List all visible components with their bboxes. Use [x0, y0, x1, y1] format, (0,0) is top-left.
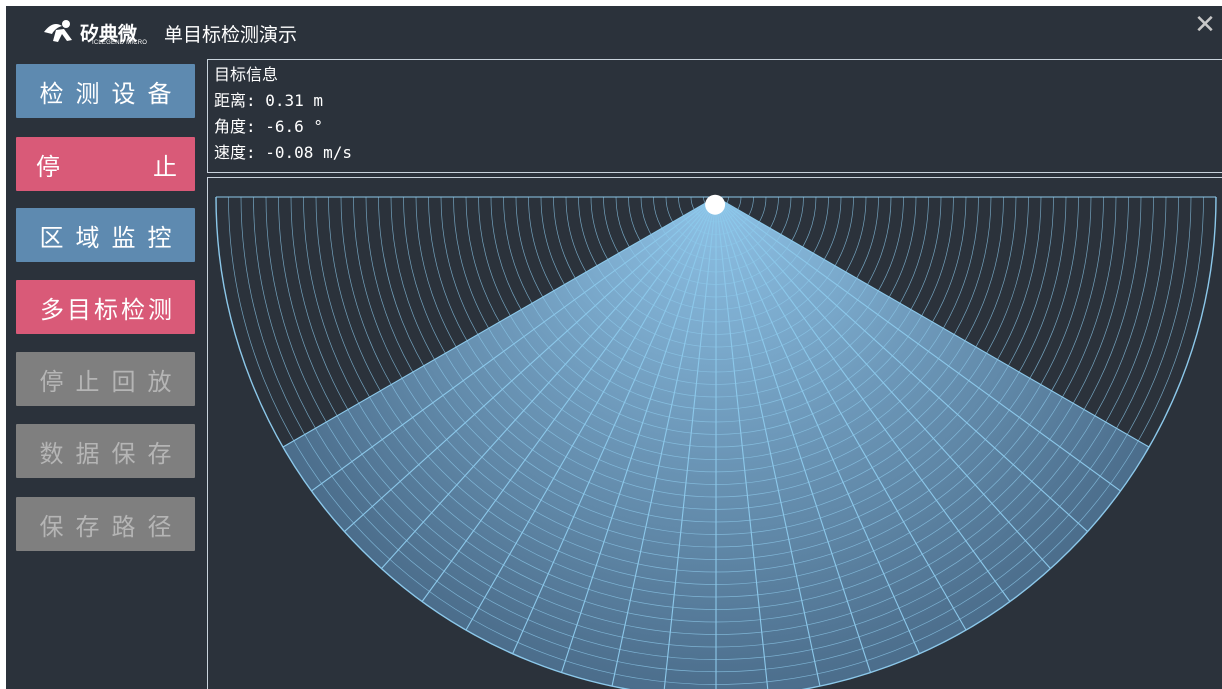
radar-angle-line	[715, 196, 1011, 602]
stop-button[interactable]: 停 止	[16, 137, 195, 191]
radar-angle-line	[715, 196, 920, 654]
brand-name: 矽典微	[80, 23, 138, 45]
radar-angle-line	[715, 196, 1150, 448]
radar-angle-line	[381, 196, 717, 569]
radar-view	[207, 177, 1222, 689]
radar-angle-line	[311, 196, 717, 492]
radar-angle-line	[421, 196, 717, 602]
radar-angle-line	[715, 196, 872, 673]
app-window: 矽典微 ICLEGEND MICRO 单目标检测演示 ✕ 检测设备 停 止 区域…	[6, 6, 1222, 689]
radar-angle-line	[344, 196, 717, 532]
radar-range-ring	[215, 196, 1217, 689]
radar-angle-line	[715, 196, 1121, 492]
window-title: 单目标检测演示	[164, 24, 298, 46]
radar-target-point	[705, 194, 726, 215]
detect-device-button[interactable]: 检测设备	[16, 64, 195, 118]
target-speed: 速度: -0.08 m/s	[214, 143, 352, 162]
brand-name-english: ICLEGEND MICRO	[92, 40, 148, 46]
radar-angle-line	[282, 196, 717, 448]
target-info-panel: 目标信息 距离: 0.31 m 角度: -6.6 ° 速度: -0.08 m/s	[207, 59, 1222, 173]
stop-button-label-right: 止	[153, 152, 177, 181]
close-icon[interactable]: ✕	[1194, 10, 1216, 40]
target-angle: 角度: -6.6 °	[214, 117, 324, 136]
radar-angle-line	[560, 196, 717, 673]
area-monitor-button[interactable]: 区域监控	[16, 208, 195, 262]
radar-angle-line	[512, 196, 717, 654]
save-path-button[interactable]: 保存路径	[16, 497, 195, 551]
target-info-heading: 目标信息	[214, 65, 279, 84]
iclegend-logo-icon	[44, 20, 72, 42]
stop-button-label-left: 停	[36, 152, 60, 181]
radar-angle-line	[715, 196, 821, 687]
stop-playback-button[interactable]: 停止回放	[16, 352, 195, 406]
radar-chart	[215, 194, 1217, 689]
radar-angle-line	[715, 196, 1051, 569]
radar-angle-line	[663, 196, 717, 689]
title-bar: 矽典微 ICLEGEND MICRO 单目标检测演示 ✕	[6, 6, 1222, 56]
target-distance: 距离: 0.31 m	[214, 91, 324, 110]
radar-angle-line	[611, 196, 717, 687]
radar-angle-line	[465, 196, 717, 631]
radar-angle-line	[715, 196, 769, 689]
save-data-button[interactable]: 数据保存	[16, 424, 195, 478]
radar-angle-line	[715, 196, 967, 631]
multi-target-detect-button[interactable]: 多目标检测	[16, 280, 195, 334]
radar-angle-line	[715, 196, 1088, 532]
